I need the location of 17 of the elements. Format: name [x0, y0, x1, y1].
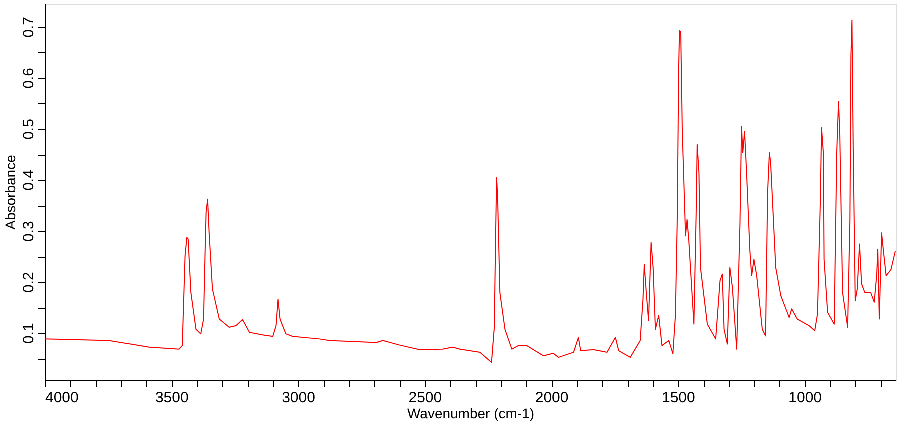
x-tick-label: 3500	[155, 390, 189, 406]
y-tick-label: 0.4	[20, 170, 38, 191]
x-axis-title: Wavenumber (cm-1)	[407, 406, 535, 422]
y-tick-label: 0.5	[20, 119, 38, 140]
x-tick-label: 2000	[535, 390, 569, 406]
x-tick-label: 3000	[282, 390, 316, 406]
line-series	[45, 20, 896, 364]
y-tick-label: 0.6	[20, 68, 38, 89]
x-tick-label: 1500	[662, 390, 696, 406]
x-tick-label: 1000	[788, 390, 822, 406]
y-tick-label: 0.3	[20, 221, 38, 242]
y-axis-title: Absorbance	[2, 154, 18, 230]
y-tick-label: 0.1	[20, 323, 38, 344]
y-tick-label: 0.2	[20, 272, 38, 293]
x-tick-label: 2500	[408, 390, 442, 406]
x-tick-label: 4000	[46, 390, 79, 406]
y-tick-label: 0.7	[20, 17, 38, 38]
